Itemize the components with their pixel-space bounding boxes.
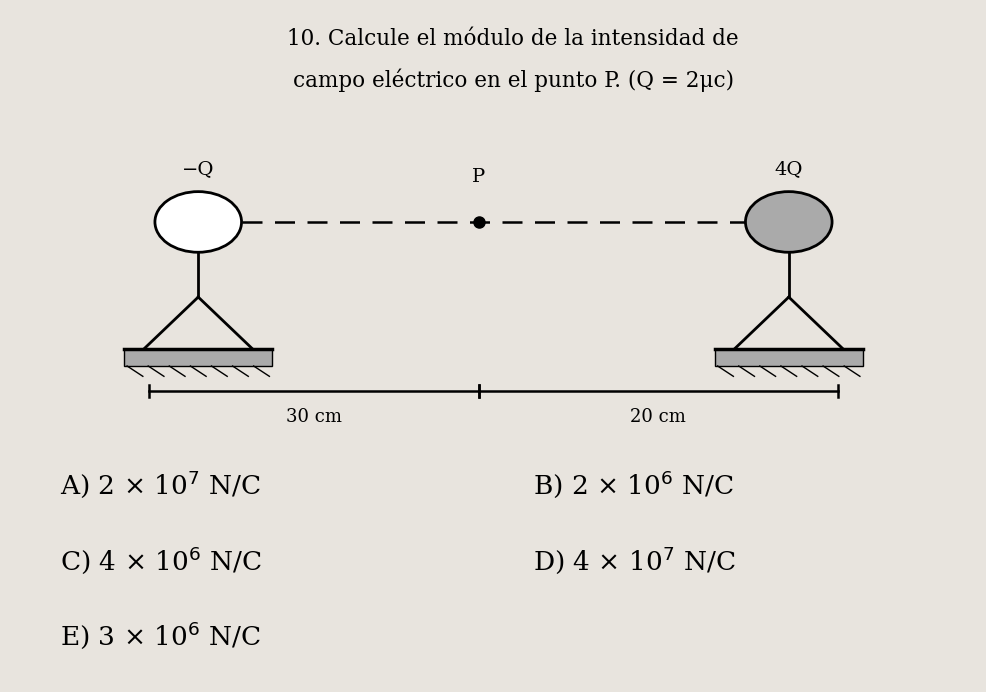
- Bar: [714, 349, 862, 366]
- Bar: [124, 349, 272, 366]
- Text: 10. Calcule el módulo de la intensidad de: 10. Calcule el módulo de la intensidad d…: [287, 28, 739, 51]
- Text: 20 cm: 20 cm: [630, 408, 685, 426]
- Text: P: P: [471, 168, 485, 186]
- Text: 30 cm: 30 cm: [286, 408, 341, 426]
- Text: campo eléctrico en el punto P. (Q = 2μc): campo eléctrico en el punto P. (Q = 2μc): [292, 69, 733, 93]
- Text: C) 4 × 10$^{6}$ N/C: C) 4 × 10$^{6}$ N/C: [60, 544, 262, 576]
- Text: 4Q: 4Q: [774, 160, 803, 178]
- Text: B) 2 × 10$^{6}$ N/C: B) 2 × 10$^{6}$ N/C: [532, 468, 733, 500]
- Text: D) 4 × 10$^{7}$ N/C: D) 4 × 10$^{7}$ N/C: [532, 544, 735, 576]
- Circle shape: [744, 192, 831, 253]
- Text: E) 3 × 10$^{6}$ N/C: E) 3 × 10$^{6}$ N/C: [60, 619, 261, 651]
- Text: A) 2 × 10$^{7}$ N/C: A) 2 × 10$^{7}$ N/C: [60, 468, 261, 500]
- Text: −Q: −Q: [181, 160, 214, 178]
- Circle shape: [155, 192, 242, 253]
